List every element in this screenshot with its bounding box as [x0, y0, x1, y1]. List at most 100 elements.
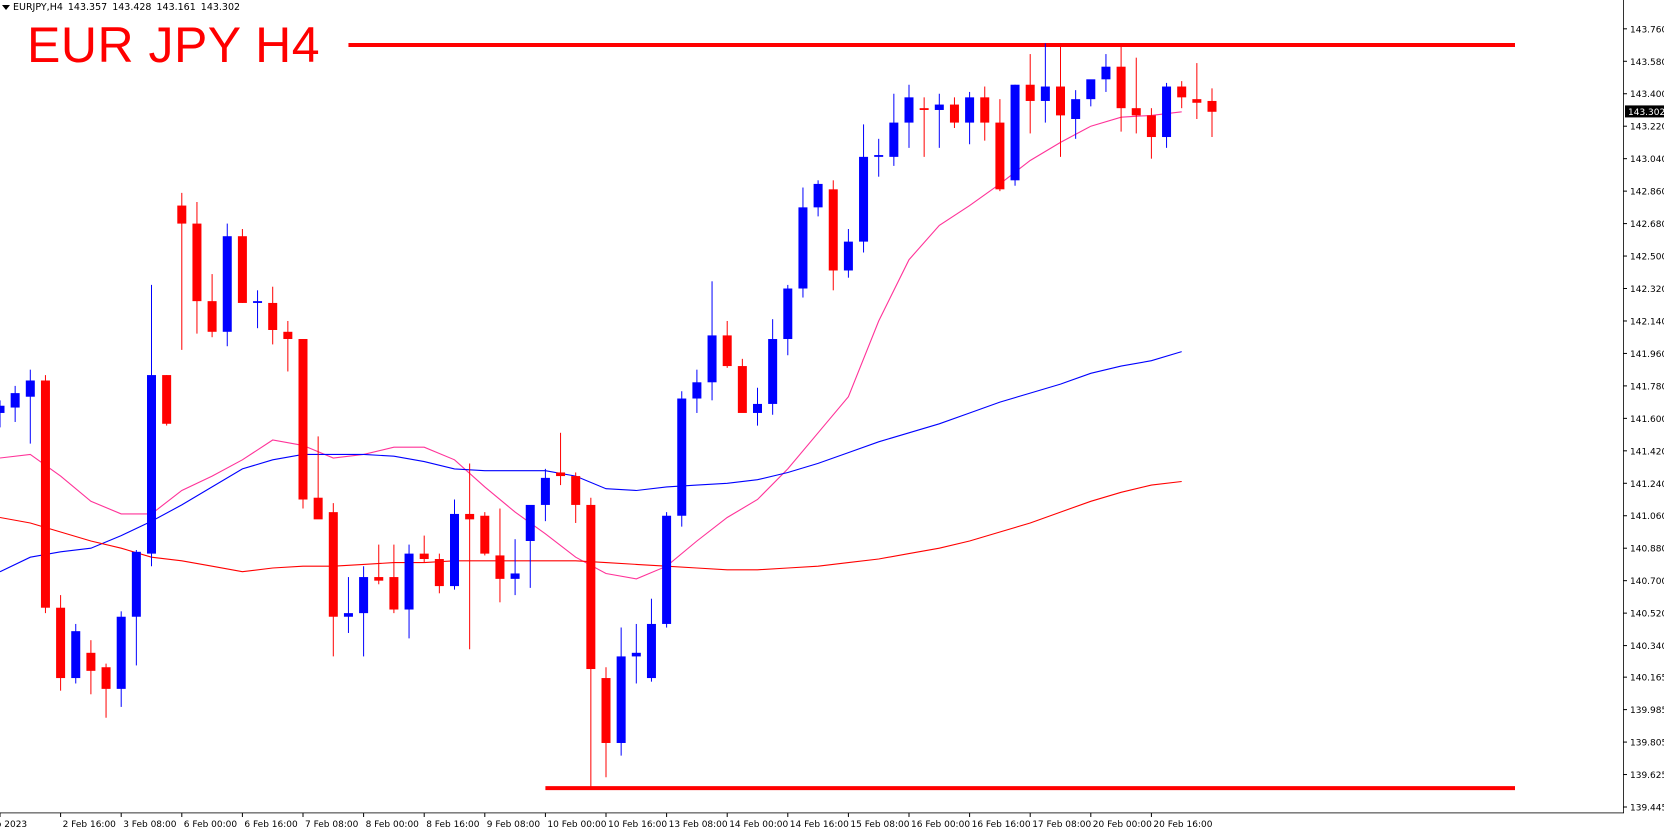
y-tick-label: 142.680	[1630, 220, 1664, 230]
x-tick-label: 20 Feb 00:00	[1093, 820, 1152, 830]
candle-body	[1056, 86, 1065, 116]
candle-body	[768, 339, 778, 404]
candle	[359, 566, 369, 657]
candle-body	[359, 577, 369, 614]
candle	[707, 281, 717, 401]
candle-body	[10, 393, 20, 408]
x-tick-label: 8 Feb 00:00	[366, 820, 420, 830]
moving-average-1	[0, 351, 1182, 573]
candle-body	[434, 559, 444, 587]
x-tick-label: 8 Feb 16:00	[426, 820, 480, 830]
candle	[237, 229, 247, 303]
symbol-timeframe: EURJPY,H4	[13, 1, 63, 13]
candle	[1010, 84, 1020, 186]
candle	[980, 86, 990, 141]
candle-body	[1040, 86, 1050, 101]
candle	[798, 187, 808, 298]
candle	[965, 91, 975, 145]
candle	[1207, 88, 1217, 138]
candle-body	[25, 380, 35, 397]
y-tick-label: 140.880	[1630, 545, 1664, 555]
x-tick-label: 6 Feb 16:00	[244, 820, 298, 830]
y-tick-label: 143.040	[1630, 155, 1664, 165]
candle-body	[283, 331, 293, 340]
candle-body	[192, 223, 202, 302]
candle-body	[328, 512, 338, 617]
candle	[298, 339, 308, 509]
candle	[859, 124, 869, 253]
candle	[828, 180, 838, 291]
candle-body	[1101, 66, 1111, 80]
candle	[737, 358, 747, 413]
candle-body	[874, 155, 884, 157]
candle	[450, 499, 459, 590]
ohlc-high: 143.428	[112, 1, 152, 13]
current-price-label: 143.302	[1628, 108, 1664, 118]
candle-body	[843, 241, 853, 271]
candle	[343, 577, 353, 633]
ohlc-open: 143.357	[67, 1, 108, 13]
y-tick-label: 142.500	[1630, 253, 1664, 263]
x-tick-label: 20 Feb 16:00	[1153, 820, 1212, 830]
y-tick-label: 139.985	[1630, 706, 1664, 716]
dropdown-triangle-icon[interactable]	[2, 4, 10, 10]
candle-body	[374, 577, 384, 581]
candle-body	[177, 205, 187, 224]
candle	[40, 375, 50, 614]
candle-body	[813, 183, 823, 208]
y-tick-label: 142.320	[1630, 285, 1664, 295]
candle-body	[40, 380, 50, 608]
candle-body	[343, 613, 353, 617]
y-tick-label: 140.520	[1630, 610, 1664, 620]
candle	[692, 369, 702, 413]
x-tick-label: 10 Feb 16:00	[608, 820, 667, 830]
x-tick-label: 10 Feb 00:00	[547, 820, 606, 830]
candle	[525, 504, 535, 588]
y-tick-label: 141.060	[1630, 512, 1664, 522]
candle-body	[571, 476, 581, 505]
x-tick-label: 2 Feb 16:00	[63, 820, 117, 830]
candle	[843, 229, 853, 278]
candle	[56, 595, 66, 691]
candle-body	[919, 108, 929, 110]
candlesticks	[0, 43, 1217, 789]
candle-body	[1146, 115, 1156, 138]
candle	[101, 663, 111, 718]
candle	[10, 385, 20, 422]
y-tick-label: 140.340	[1630, 642, 1664, 652]
candle	[904, 84, 914, 148]
candle-body	[646, 623, 656, 679]
candle-body	[859, 156, 869, 242]
candle-body	[798, 207, 808, 289]
y-tick-label: 143.580	[1630, 58, 1664, 68]
candle	[677, 391, 687, 527]
candle	[404, 544, 414, 639]
x-tick-label: 14 Feb 16:00	[790, 820, 849, 830]
y-tick-label: 139.805	[1630, 739, 1664, 749]
candle	[419, 535, 429, 563]
x-tick-label: 15 Feb 08:00	[850, 820, 909, 830]
candle	[949, 97, 959, 129]
candle-body	[56, 607, 66, 679]
candle-body	[162, 375, 172, 424]
candle-body	[601, 678, 611, 743]
candle	[1086, 79, 1096, 107]
candle-body	[556, 472, 566, 477]
y-tick-label: 143.760	[1630, 25, 1664, 35]
y-tick-label: 142.860	[1630, 188, 1664, 198]
y-tick-label: 139.445	[1630, 804, 1664, 814]
candle	[646, 598, 656, 682]
y-tick-label: 142.140	[1630, 317, 1664, 327]
candle	[1040, 43, 1050, 123]
y-tick-label: 139.625	[1630, 771, 1664, 781]
candle-body	[450, 513, 459, 587]
candle	[1192, 63, 1202, 119]
candle-body	[995, 122, 1005, 190]
ohlc-close: 143.302	[200, 1, 241, 13]
candle	[874, 138, 884, 177]
candle-body	[207, 301, 217, 332]
candle-body	[0, 405, 5, 413]
candle-body	[1010, 84, 1020, 181]
candle-body	[1086, 79, 1096, 100]
